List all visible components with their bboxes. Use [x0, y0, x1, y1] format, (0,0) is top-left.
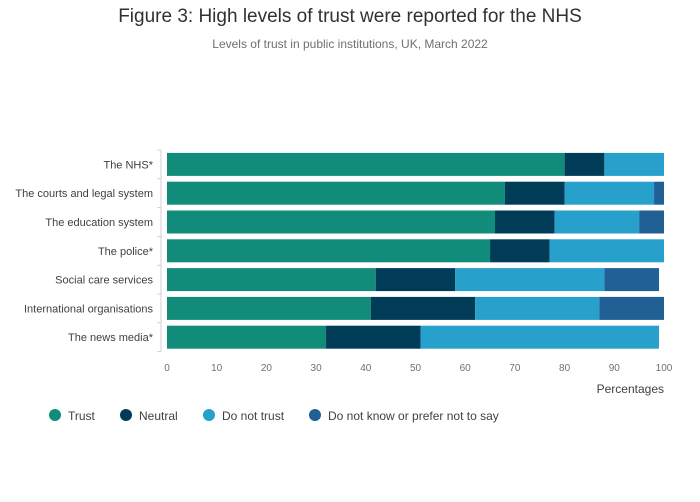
bar-segment — [549, 239, 664, 263]
legend-label: Neutral — [139, 409, 178, 423]
bar-segment — [564, 152, 605, 176]
bar-segment — [167, 152, 565, 176]
legend-marker — [120, 409, 132, 421]
chart-subtitle: Levels of trust in public institutions, … — [212, 37, 488, 51]
bar-segment — [604, 152, 664, 176]
bar-segment — [375, 268, 456, 292]
x-tick-label: 90 — [609, 363, 621, 374]
x-tick-label: 30 — [311, 363, 323, 374]
x-tick-label: 50 — [410, 363, 422, 374]
bar-segment — [654, 181, 664, 205]
bar-segment — [490, 239, 550, 263]
bar-segment — [167, 239, 491, 263]
x-tick-label: 10 — [211, 363, 223, 374]
y-tick-label: The NHS* — [103, 159, 153, 171]
y-tick-label: The courts and legal system — [15, 188, 153, 200]
bar-segment — [167, 181, 505, 205]
bar-segment — [639, 210, 664, 234]
bar-segment — [167, 325, 327, 349]
y-tick-label: The news media* — [68, 332, 154, 344]
x-tick-label: 40 — [360, 363, 372, 374]
legend-label: Do not trust — [222, 409, 285, 423]
y-tick-label: Social care services — [55, 275, 153, 287]
y-tick-label: The police* — [98, 246, 154, 258]
bar-segment — [420, 325, 660, 349]
y-tick-label: The education system — [45, 217, 153, 229]
x-axis-title: Percentages — [597, 382, 664, 396]
y-tick-label: International organisations — [24, 303, 154, 315]
bar-segment — [455, 268, 605, 292]
legend-label: Trust — [68, 409, 96, 423]
legend-marker — [309, 409, 321, 421]
legend-marker — [49, 409, 61, 421]
x-tick-label: 60 — [460, 363, 472, 374]
x-tick-label: 100 — [656, 363, 673, 374]
bar-segment — [167, 210, 496, 234]
x-tick-label: 20 — [261, 363, 273, 374]
bar-segment — [599, 296, 664, 320]
chart-title: Figure 3: High levels of trust were repo… — [118, 6, 582, 27]
bar-segment — [370, 296, 476, 320]
x-tick-label: 80 — [559, 363, 571, 374]
bar-segment — [554, 210, 640, 234]
legend-marker — [203, 409, 215, 421]
bar-segment — [504, 181, 565, 205]
bar-segment — [495, 210, 555, 234]
x-tick-label: 70 — [509, 363, 521, 374]
bar-segment — [326, 325, 421, 349]
bar-segment — [167, 296, 371, 320]
bar-segment — [475, 296, 600, 320]
bar-segment — [167, 268, 376, 292]
bar-segment — [604, 268, 660, 292]
legend-label: Do not know or prefer not to say — [328, 409, 499, 423]
bar-segment — [564, 181, 655, 205]
x-tick-label: 0 — [164, 363, 170, 374]
